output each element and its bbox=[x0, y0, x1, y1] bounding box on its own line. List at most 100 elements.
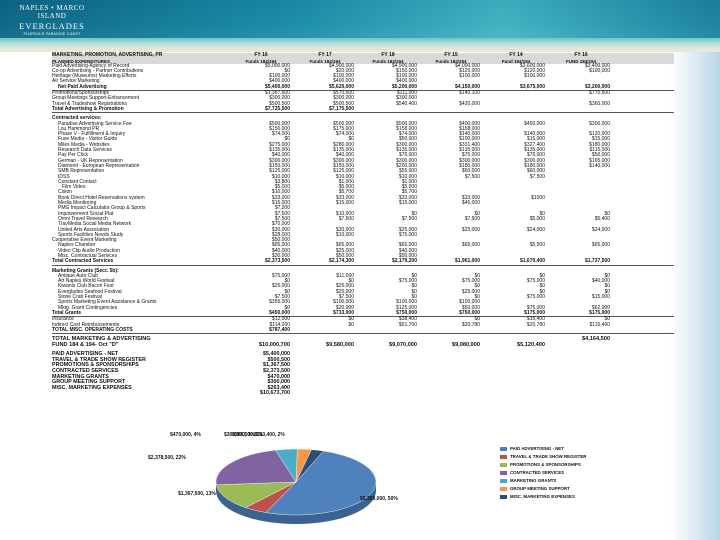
row-value: $1,737,500 bbox=[584, 258, 610, 265]
column-fund-header: Funds 184/194 bbox=[435, 58, 467, 64]
table-row: Lou Hammond PR $150,000 $175,000 $158,000 $1… bbox=[52, 125, 674, 132]
row-value: $75,000 bbox=[526, 294, 545, 301]
row-value: $15,000 bbox=[271, 200, 290, 207]
row-value: $100,000 bbox=[396, 299, 417, 306]
row-value: $120,000 bbox=[589, 131, 610, 138]
row-value: $75,000 bbox=[398, 278, 417, 285]
table-row: Art Naples World Festival $0 $0 $75,000 $75,… bbox=[52, 279, 674, 284]
legend-swatch bbox=[500, 471, 507, 475]
row-value: $4,000,000 bbox=[454, 62, 480, 69]
row-value: $33,000 bbox=[271, 194, 290, 201]
row-value: $40,000 bbox=[335, 152, 354, 159]
row-value: $0 bbox=[284, 67, 290, 74]
table-row: Paid Advertising-Agency of Record $5,000,… bbox=[52, 62, 674, 69]
row-value: $25,000 bbox=[461, 288, 480, 295]
row-value: $0 bbox=[348, 316, 354, 323]
row-value: $175,000 bbox=[524, 309, 545, 316]
row-value: $175,000 bbox=[589, 309, 610, 316]
pie-slice bbox=[295, 449, 324, 483]
table-row: Total Advertising & Promotion $7,725,500 $… bbox=[52, 105, 674, 114]
column-year-header: FY 14 bbox=[509, 52, 523, 58]
row-value: $0 bbox=[539, 283, 545, 290]
row-label: Air Service Marketing bbox=[52, 78, 100, 85]
row-value: $60,000 bbox=[461, 168, 480, 175]
row-label: Cision bbox=[58, 189, 72, 196]
row-label: Sports Marketing Event Assistance & Gran… bbox=[58, 299, 157, 306]
row-value: $175,000 bbox=[333, 125, 354, 132]
row-value: $3,675,000 bbox=[519, 83, 545, 90]
table-row: Antique Auto Club $75,000 $11,000 $0 $0 $0 $0 bbox=[52, 272, 674, 279]
row-value: $10,000 bbox=[335, 173, 354, 180]
row-label: GROUP MEETING SUPPORT bbox=[52, 379, 126, 386]
row-value: $10,000 bbox=[335, 210, 354, 217]
row-label: Phase V - Fulfillment & Inquiry bbox=[58, 131, 126, 138]
row-value: $500,500 bbox=[333, 100, 354, 107]
table-row: Phase V - Fulfillment & Inquiry $74,000 $7… bbox=[52, 132, 674, 137]
row-value: $0 bbox=[474, 272, 480, 279]
row-value: $115,000 bbox=[589, 147, 610, 154]
row-value: $300,000 bbox=[269, 95, 290, 102]
table-row: $10,673,700 bbox=[52, 391, 674, 397]
row-value: $75,000 bbox=[526, 304, 545, 311]
row-value: $15,000 bbox=[335, 200, 354, 207]
row-value: $165,000 bbox=[589, 157, 610, 164]
row-value: $120,000 bbox=[459, 67, 480, 74]
row-value: $50,000 bbox=[461, 304, 480, 311]
row-value: $7,500 bbox=[274, 294, 290, 301]
row-value: $470,000 bbox=[267, 373, 290, 380]
row-value: $9,080,000 bbox=[452, 342, 480, 349]
row-value: $1,000 bbox=[338, 178, 354, 185]
row-label: Cooperative Event Marketing bbox=[52, 237, 117, 244]
row-value: $450,000 bbox=[524, 120, 545, 127]
row-value: $5,000 bbox=[529, 215, 545, 222]
row-value: $2,179,200 bbox=[391, 258, 417, 265]
legend-swatch bbox=[500, 487, 507, 491]
row-value: $33,000 bbox=[335, 194, 354, 201]
row-value: $135,000 bbox=[396, 147, 417, 154]
row-value: $1,367,500 bbox=[263, 362, 290, 369]
row-value: $30,000 bbox=[335, 226, 354, 233]
row-label: Net Paid Advertising bbox=[58, 83, 107, 90]
row-value: $331,400 bbox=[459, 141, 480, 148]
column-year-header: FY 16 bbox=[254, 52, 268, 58]
row-label: Naples Chamber bbox=[58, 242, 96, 249]
table-row: TOTAL MARKETING & ADVERTISING $4,164,500 bbox=[52, 336, 674, 343]
row-label: Travel & Tradeshow Registrations bbox=[52, 100, 127, 107]
table-row: Mktg. Grant Contingencies $0 $20,000 $125,0… bbox=[52, 304, 674, 311]
row-value: $7,175,500 bbox=[328, 105, 354, 112]
pie-legend: PAID ADVERTISING - NET TRAVEL & TRADE SHO… bbox=[500, 446, 670, 502]
pie-slice-label: $500,500, 5% bbox=[232, 432, 263, 438]
row-value: $0 bbox=[604, 283, 610, 290]
row-value: $40,000 bbox=[591, 278, 610, 285]
table-row: Travel & Tradeshow Registrations $500,500… bbox=[52, 100, 674, 107]
row-value: $5,400,000 bbox=[264, 83, 290, 90]
row-value: $2,373,500 bbox=[264, 258, 290, 265]
row-label: Co-op Advertising - Partner Contribution… bbox=[52, 67, 144, 74]
row-value: $25,000 bbox=[335, 288, 354, 295]
row-value: $0 bbox=[284, 136, 290, 143]
row-value: $300,000 bbox=[396, 95, 417, 102]
pie-slice-label: $263,400, 2% bbox=[254, 432, 285, 438]
row-label: Total Contracted Services bbox=[52, 258, 114, 265]
row-value: $263,400 bbox=[267, 384, 290, 391]
table-row: Fuse Media - Visitor Guide $0 $0 $50,000 $10… bbox=[52, 137, 674, 142]
table-row: Paradise Advertising Service Fee $500,000… bbox=[52, 120, 674, 127]
table-row: Omni Travel Research $7,500 $7,500 $7,500 $7… bbox=[52, 215, 674, 222]
row-value: $733,000 bbox=[333, 309, 354, 316]
table-row: Research Data Services $135,000 $135,000 $1… bbox=[52, 147, 674, 154]
row-value: $10,000 bbox=[271, 173, 290, 180]
row-value: $5,000 bbox=[401, 184, 417, 191]
row-value: $7,500 bbox=[274, 215, 290, 222]
legend-label: PAID ADVERTISING - NET bbox=[510, 446, 564, 451]
row-label: Total Advertising & Promotion bbox=[52, 105, 124, 112]
row-label: PAID ADVERTISING - NET bbox=[52, 351, 119, 358]
row-value: $125,000 bbox=[396, 304, 417, 311]
row-value: $200,000 bbox=[396, 162, 417, 169]
pie-side-band bbox=[216, 482, 376, 524]
table-row: Marketing Grants (Sect. 5b): bbox=[52, 268, 674, 274]
row-value: $120,000 bbox=[524, 67, 545, 74]
row-value: $5,400,000 bbox=[263, 351, 290, 358]
row-value: $100,000 bbox=[333, 299, 354, 306]
row-label: MISC. MARKETING EXPENSES bbox=[52, 384, 132, 391]
table-row: Contracted services: bbox=[52, 116, 674, 121]
